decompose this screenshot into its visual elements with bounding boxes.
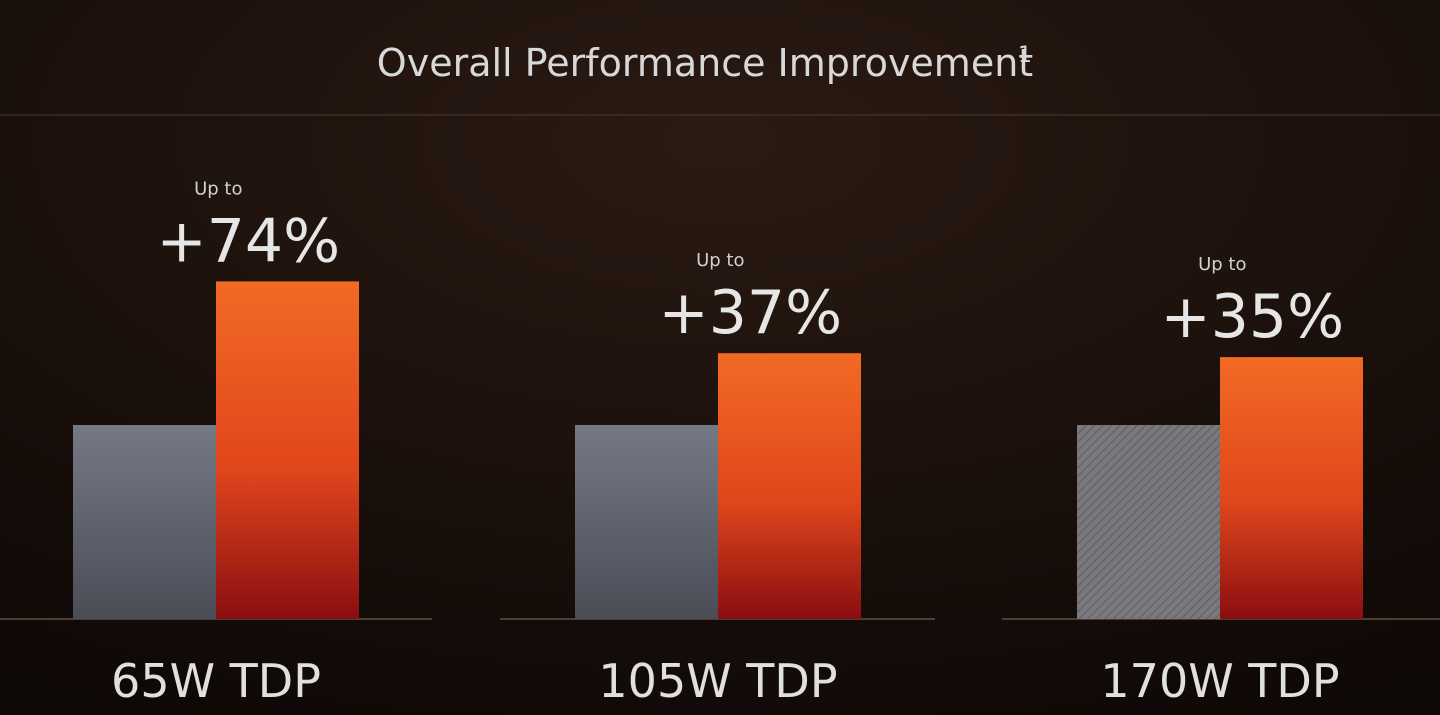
baseline-bar bbox=[1077, 425, 1220, 619]
value-label: +37% bbox=[658, 278, 842, 348]
improvement-bar bbox=[1220, 357, 1363, 619]
value-label: +74% bbox=[156, 206, 340, 276]
baseline-bar bbox=[73, 425, 216, 619]
baseline-bar bbox=[575, 425, 718, 619]
category-label: 170W TDP bbox=[1100, 654, 1339, 708]
value-label: +35% bbox=[1160, 282, 1344, 352]
annotation: Up to bbox=[194, 178, 242, 199]
category-label: 65W TDP bbox=[111, 654, 321, 708]
category-label: 105W TDP bbox=[598, 654, 837, 708]
improvement-bar bbox=[718, 353, 861, 619]
chart-title: Overall Performance Improvement bbox=[377, 41, 1033, 85]
annotation: Up to bbox=[696, 250, 744, 271]
title-footnote: 1 bbox=[1018, 43, 1032, 68]
annotation: Up to bbox=[1198, 254, 1246, 275]
improvement-bar bbox=[216, 281, 359, 619]
